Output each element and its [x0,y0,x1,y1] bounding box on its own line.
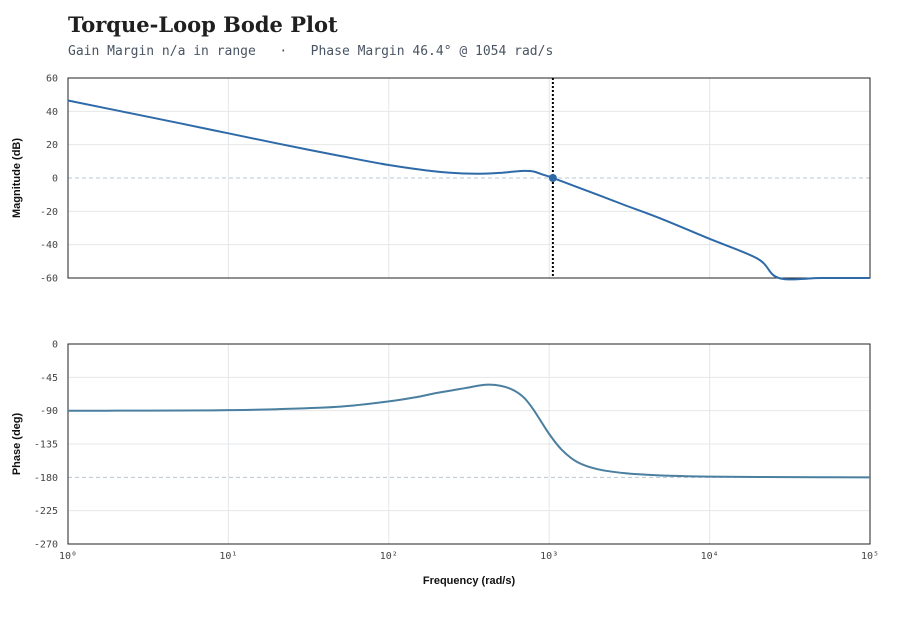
xtick-label: 10¹ [219,551,237,562]
crossover-point [548,174,557,182]
xtick-label: 10² [380,551,398,562]
frequency-axis-label: Frequency (rad/s) [423,575,516,587]
phase-panel: 0 -45 -90 -135 -180 -225 -270 [34,340,871,551]
xtick-label: 10³ [540,551,558,562]
magnitude-ytick-label: -60 [40,274,58,285]
phase-ytick-label: 0 [52,340,58,351]
magnitude-ytick-label: -40 [40,240,58,251]
xtick-label: 10⁴ [701,551,719,562]
magnitude-panel: 60 40 20 0 -20 -40 -60 [40,74,871,285]
magnitude-ytick-label: 60 [46,74,58,85]
magnitude-frame [67,77,871,279]
phase-margin-text: Phase Margin 46.4° @ 1054 rad/s [310,44,554,59]
magnitude-ytick-label: -20 [40,207,58,218]
phase-ytick-label: -90 [40,406,58,417]
phase-ytick-label: -135 [34,440,58,451]
phase-ytick-label: -225 [34,506,58,517]
magnitude-ytick-label: 40 [46,107,58,118]
magnitude-ytick-label: 0 [52,174,58,185]
xtick-label: 10⁵ [861,551,879,562]
phase-curve [67,383,871,479]
chart-subtitle: Gain Margin n/a in range · Phase Margin … [68,44,553,59]
frequency-axis: 10⁰ 10¹ 10² 10³ 10⁴ 10⁵ [59,551,879,562]
chart-title: Torque-Loop Bode Plot [68,12,338,37]
phase-ytick-label: -45 [40,373,58,384]
xtick-label: 10⁰ [59,551,77,562]
gain-margin-text: Gain Margin n/a in range [68,44,256,59]
magnitude-curve [67,99,870,281]
phase-ytick-label: -180 [34,473,58,484]
phase-axis-label: Phase (deg) [11,412,23,475]
magnitude-axis-label: Magnitude (dB) [11,138,23,218]
magnitude-ytick-label: 20 [46,140,58,151]
phase-ytick-label: -270 [34,540,58,551]
subtitle-separator: · [279,44,288,59]
phase-frame [67,343,871,545]
